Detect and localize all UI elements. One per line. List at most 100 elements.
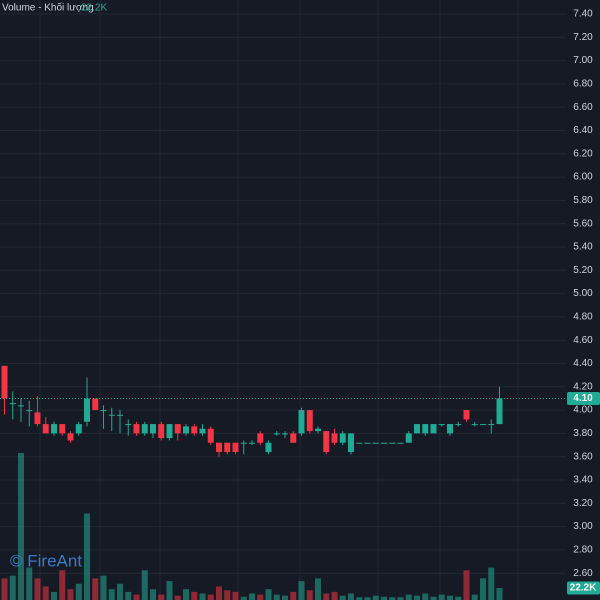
candle-body [455,424,462,426]
candle-body [364,442,371,444]
volume-bar [18,452,24,600]
candle-body [183,426,189,434]
volume-bar [438,594,445,600]
candle-body [290,433,297,443]
candle-body [67,433,74,441]
candle-body [372,442,379,444]
volume-bar [331,591,338,600]
volume-bar [372,595,379,600]
candle-body [273,433,280,435]
volume-bar [405,594,412,600]
volume-bar [356,597,363,600]
volume-bar [9,575,16,600]
volume-bar [265,589,272,600]
candle-body [496,398,503,425]
candle-body [92,398,99,411]
y-tick-label: 5.40 [573,242,593,253]
candle-body [438,424,445,426]
y-tick-label: 7.40 [573,9,593,20]
last-volume-tag [567,581,600,595]
candle-body [488,424,495,426]
candle-body [166,424,173,439]
volume-bar [496,588,503,600]
candle-body [59,424,66,434]
y-tick-label: 4.00 [573,405,593,416]
candle-body [249,442,255,444]
volume-bar [323,593,330,600]
volume-bar [1,578,8,600]
volume-bar [26,567,33,600]
last-price-label: 4.10 [573,393,593,404]
last-volume-label: 22.2K [570,583,597,594]
candle-body [265,442,272,453]
candle-body [1,365,8,399]
y-tick-label: 2.60 [573,568,593,579]
volume-bar [430,596,437,600]
volume-bar [84,513,90,600]
volume-bar [298,581,305,600]
volume-bar [282,595,288,600]
volume-bar [34,578,41,600]
volume-bar [290,591,297,600]
volume-bar [191,591,198,600]
candle-body [298,410,305,434]
volume-bar [75,583,82,600]
candle-body [100,410,107,412]
candle-body [405,433,412,443]
volume-bar [455,596,462,600]
volume-bar [51,591,57,600]
candle-body [150,424,156,434]
y-tick-label: 3.00 [573,521,593,532]
y-tick-label: 4.40 [573,358,593,369]
candle-body [414,424,420,434]
candle-body [471,424,478,426]
candle-body [381,442,387,444]
volume-bar [422,593,429,600]
volume-bar [117,583,123,600]
volume-bar [59,570,66,600]
candle-body [108,414,115,416]
candle-body [18,405,24,407]
y-tick-label: 4.20 [573,381,593,392]
volume-bar [348,593,354,600]
volume-bar [92,578,99,600]
candle-body [199,428,206,434]
volume-bar [249,593,255,600]
vertical-grid [39,0,519,600]
volume-bar [232,591,239,600]
y-tick-label: 5.80 [573,195,593,206]
volume-bar [108,589,115,600]
volume-bar [480,578,486,600]
y-tick-label: 3.20 [573,498,593,509]
volume-bar [381,596,387,600]
y-tick-label: 6.40 [573,125,593,136]
volume-bar [414,595,420,600]
volume-bar [240,596,247,600]
volume-bar [273,594,280,600]
candle-body [207,428,214,443]
y-tick-label: 6.00 [573,172,593,183]
candle-body [257,433,264,443]
candle-body [191,426,198,434]
volume-bar [150,589,156,600]
candle-body [240,442,247,444]
candle-body [306,410,313,432]
y-tick-label: 5.00 [573,288,593,299]
candle-body [117,414,123,416]
y-tick-label: 2.80 [573,545,593,556]
y-tick-label: 6.60 [573,102,593,113]
y-tick-label: 4.60 [573,335,593,346]
candle-body [480,424,486,426]
y-tick-label: 6.20 [573,148,593,159]
candle-body [397,442,404,444]
candle-body [447,424,453,434]
volume-bar [447,595,453,600]
volume-bar [463,570,470,600]
plot: 7.40 7.20 7.00 6.80 6.60 6.40 6.20 6.00 5.80 5.60… [0,9,593,600]
candle-body [125,424,132,426]
y-tick-label: 7.00 [573,55,593,66]
candle-body [389,442,396,444]
volume-bar [315,578,321,600]
volume-bar [364,597,371,600]
y-tick-label: 3.80 [573,428,593,439]
